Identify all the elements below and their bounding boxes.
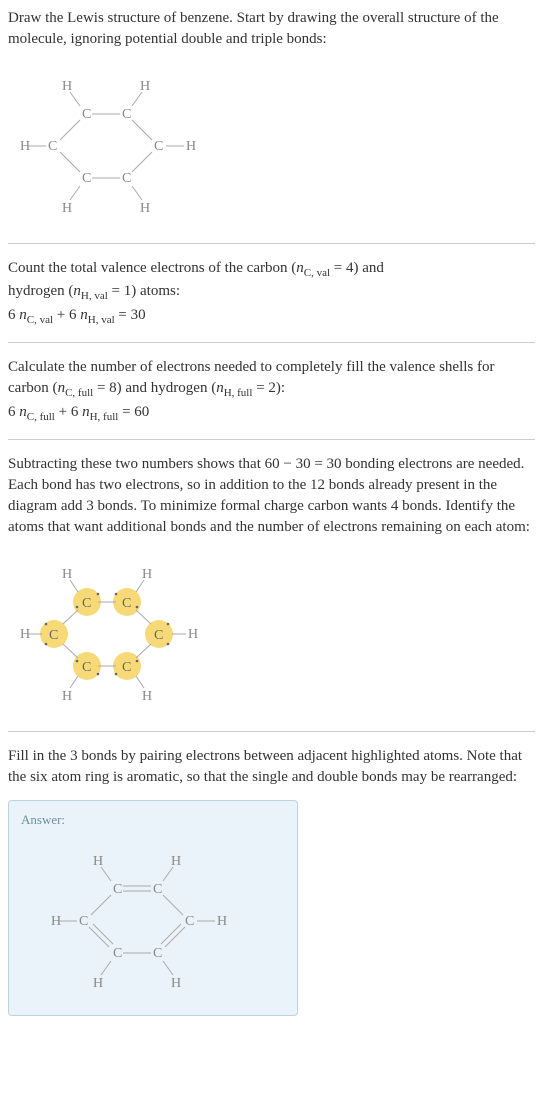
atom-h: H <box>93 854 103 869</box>
fill-nc-sub: C, full <box>65 387 93 399</box>
atom-c: C <box>49 628 58 643</box>
atom-c: C <box>82 660 91 675</box>
atom-h: H <box>62 689 72 704</box>
fill-section: Calculate the number of electrons needed… <box>8 357 535 425</box>
atom-h: H <box>171 854 181 869</box>
fill-eq-c: = 60 <box>118 404 149 420</box>
atom-h: H <box>93 976 103 991</box>
atom-h: H <box>186 139 196 154</box>
double-bonds <box>89 886 185 947</box>
highlighted-svg: C C C C C C H H H H H H <box>20 550 230 710</box>
atom-h: H <box>140 201 150 216</box>
atom-c: C <box>154 139 163 154</box>
valence-eq-c: = 30 <box>115 307 146 323</box>
valence-eq-b: + 6 <box>53 307 80 323</box>
atom-h: H <box>140 79 150 94</box>
atom-h: H <box>217 914 227 929</box>
fill-eq-nh: n <box>82 404 90 420</box>
valence-nc-sub: C, val <box>304 267 330 279</box>
atom-h: H <box>188 627 198 642</box>
atom-c: C <box>122 171 131 186</box>
fill-line2c: = 2): <box>252 380 285 396</box>
atom-c: C <box>79 914 88 929</box>
valence-eq-nc: n <box>19 307 27 323</box>
final-paragraph: Fill in the 3 bonds by pairing electrons… <box>8 746 535 788</box>
atom-h: H <box>20 627 30 642</box>
hex-bonds <box>60 114 152 178</box>
atom-h: H <box>142 567 152 582</box>
atom-h: H <box>171 976 181 991</box>
answer-box: Answer: <box>8 800 298 1016</box>
fill-eq-b: + 6 <box>55 404 82 420</box>
valence-line1b: = 4) and <box>330 260 384 276</box>
atom-c: C <box>82 171 91 186</box>
atom-c: C <box>122 660 131 675</box>
atom-h: H <box>142 689 152 704</box>
valence-nh: n <box>73 283 81 299</box>
hex-bonds <box>91 895 183 953</box>
valence-line2a: hydrogen ( <box>8 283 73 299</box>
atom-c: C <box>48 139 57 154</box>
fill-eq-a: 6 <box>8 404 19 420</box>
skeletal-structure-diagram: C C C C C C H H H H H H <box>20 62 535 229</box>
valence-line1a: Count the total valence electrons of the… <box>8 260 296 276</box>
atom-h: H <box>62 567 72 582</box>
atom-c: C <box>185 914 194 929</box>
highlighted-structure-diagram: C C C C C C H H H H H H <box>20 550 535 717</box>
atom-c: C <box>122 596 131 611</box>
fill-line1: Calculate the number of electrons needed… <box>8 359 494 375</box>
fill-eq-nh-sub: H, full <box>90 411 119 423</box>
fill-eq-nc-sub: C, full <box>27 411 55 423</box>
bonding-paragraph: Subtracting these two numbers shows that… <box>8 454 535 538</box>
atom-h: H <box>20 139 30 154</box>
valence-nh-sub: H, val <box>81 290 108 302</box>
answer-diagram: C C C C C C H H H H H H <box>51 837 285 999</box>
intro-paragraph: Draw the Lewis structure of benzene. Sta… <box>8 8 535 50</box>
intro-text: Draw the Lewis structure of benzene. Sta… <box>8 10 499 47</box>
bonding-text: Subtracting these two numbers shows that… <box>8 456 530 535</box>
divider <box>8 731 535 732</box>
divider <box>8 439 535 440</box>
answer-svg: C C C C C C H H H H H H <box>51 837 261 992</box>
fill-line2b: = 8) and hydrogen ( <box>93 380 216 396</box>
atom-h: H <box>62 79 72 94</box>
valence-eq-nc-sub: C, val <box>27 314 53 326</box>
valence-eq-a: 6 <box>8 307 19 323</box>
fill-line2a: carbon ( <box>8 380 58 396</box>
valence-eq-nh-sub: H, val <box>88 314 115 326</box>
atom-c: C <box>154 628 163 643</box>
skeletal-svg: C C C C C C H H H H H H <box>20 62 230 222</box>
fill-nh: n <box>216 380 224 396</box>
atom-c: C <box>113 946 122 961</box>
atom-c: C <box>122 107 131 122</box>
fill-nc: n <box>58 380 66 396</box>
atom-c: C <box>82 596 91 611</box>
atom-c: C <box>153 882 162 897</box>
divider <box>8 342 535 343</box>
divider <box>8 243 535 244</box>
valence-eq-nh: n <box>80 307 88 323</box>
valence-nc: n <box>296 260 304 276</box>
atom-c: C <box>153 946 162 961</box>
atom-h: H <box>51 914 61 929</box>
answer-label: Answer: <box>21 811 285 829</box>
final-text: Fill in the 3 bonds by pairing electrons… <box>8 748 522 785</box>
atom-h: H <box>62 201 72 216</box>
valence-line2b: = 1) atoms: <box>108 283 180 299</box>
hex-bonds <box>63 602 151 666</box>
fill-eq-nc: n <box>19 404 27 420</box>
atom-c: C <box>82 107 91 122</box>
atom-c: C <box>113 882 122 897</box>
valence-section: Count the total valence electrons of the… <box>8 258 535 328</box>
fill-nh-sub: H, full <box>224 387 253 399</box>
